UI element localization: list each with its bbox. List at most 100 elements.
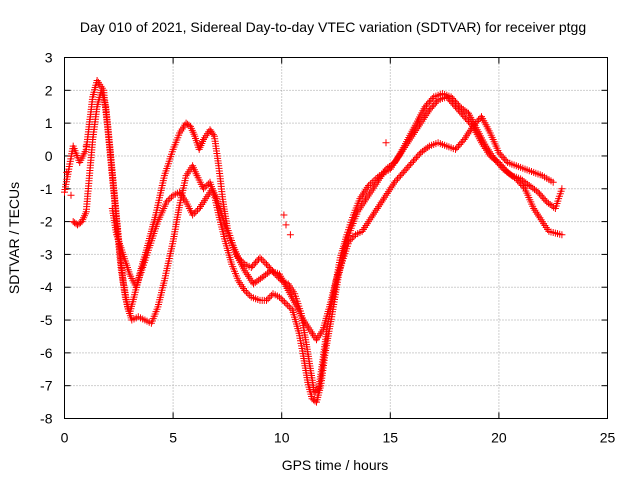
data-point — [534, 188, 542, 196]
data-point — [425, 106, 433, 114]
data-point — [496, 160, 504, 168]
data-point — [538, 193, 546, 201]
data-point — [345, 237, 353, 245]
data-point — [82, 142, 90, 150]
data-point — [535, 190, 543, 198]
data-point — [398, 170, 406, 178]
data-point — [377, 199, 385, 207]
data-point — [549, 178, 557, 186]
y-axis-label: SDTVAR / TECUs — [6, 182, 22, 294]
data-point — [520, 183, 527, 191]
data-point — [350, 232, 358, 240]
data-point — [417, 119, 425, 127]
data-point — [263, 296, 270, 304]
data-point — [415, 150, 423, 158]
data-point — [380, 169, 387, 177]
data-point — [446, 96, 454, 104]
data-point — [365, 182, 373, 189]
data-point — [286, 231, 294, 239]
data-point — [460, 136, 468, 143]
grid — [64, 57, 608, 419]
data-point — [163, 198, 171, 206]
data-point — [396, 172, 404, 180]
data-point — [428, 103, 436, 111]
data-point — [357, 193, 365, 201]
data-point — [367, 214, 375, 222]
data-point — [277, 295, 285, 303]
data-point — [452, 103, 459, 111]
series-trace-A — [61, 77, 566, 396]
data-point — [194, 206, 201, 214]
data-point — [501, 165, 509, 173]
data-point — [282, 221, 290, 229]
data-point — [541, 196, 549, 204]
data-point — [511, 174, 518, 182]
data-point — [450, 101, 458, 109]
data-point — [423, 101, 430, 109]
data-point — [200, 185, 207, 193]
data-point — [375, 176, 382, 184]
data-point — [264, 262, 272, 270]
data-point — [203, 182, 211, 189]
data-point — [280, 211, 288, 219]
data-point — [362, 185, 370, 193]
data-point — [449, 99, 457, 107]
data-point — [401, 167, 409, 175]
data-point — [395, 173, 403, 181]
data-point — [209, 131, 217, 139]
data-point — [473, 118, 481, 125]
data-point — [250, 260, 258, 268]
data-point — [67, 191, 75, 199]
data-point — [495, 149, 503, 157]
data-point — [424, 99, 432, 107]
x-tick-label: 5 — [169, 430, 177, 446]
data-point — [392, 177, 400, 185]
data-point — [495, 159, 503, 166]
data-point — [454, 106, 462, 114]
data-point — [264, 295, 272, 303]
y-tick-label: -8 — [40, 411, 53, 427]
data-point — [430, 101, 438, 109]
series-isolated — [63, 139, 390, 239]
series-trace-C — [108, 113, 557, 344]
y-tick-label: -1 — [40, 181, 53, 197]
data-point — [192, 208, 200, 216]
data-point — [242, 288, 250, 296]
data-point — [253, 257, 261, 265]
data-point — [447, 98, 455, 106]
data-point — [459, 111, 467, 119]
data-point — [258, 255, 266, 263]
y-tick-label: -2 — [40, 214, 53, 230]
y-tick-label: 2 — [45, 82, 53, 98]
data-point — [498, 162, 506, 170]
data-point — [414, 152, 422, 160]
data-point — [453, 104, 461, 112]
data-point — [470, 121, 478, 129]
data-point — [407, 160, 415, 168]
data-point — [443, 93, 451, 101]
data-point — [259, 257, 267, 265]
data-point — [456, 108, 464, 116]
data-point — [410, 157, 417, 165]
data-point — [394, 175, 401, 183]
y-tick-label: 3 — [45, 50, 53, 66]
data-point — [63, 168, 71, 176]
data-point — [246, 291, 254, 299]
x-tick-label: 0 — [61, 430, 69, 446]
x-axis-label: GPS time / hours — [282, 457, 389, 473]
data-point — [201, 183, 209, 191]
data-point — [387, 184, 395, 192]
data-point — [252, 259, 260, 267]
data-point — [532, 187, 540, 195]
data-point — [285, 303, 293, 311]
data-point — [502, 167, 510, 175]
data-point — [391, 178, 399, 186]
data-point — [392, 157, 400, 165]
data-point — [501, 155, 509, 163]
y-tick-label: -3 — [40, 246, 53, 262]
series-trace-B — [69, 86, 566, 406]
data-point — [382, 191, 390, 199]
data-point — [261, 259, 269, 267]
y-tick-label: 0 — [45, 148, 53, 164]
data-point — [465, 118, 472, 125]
